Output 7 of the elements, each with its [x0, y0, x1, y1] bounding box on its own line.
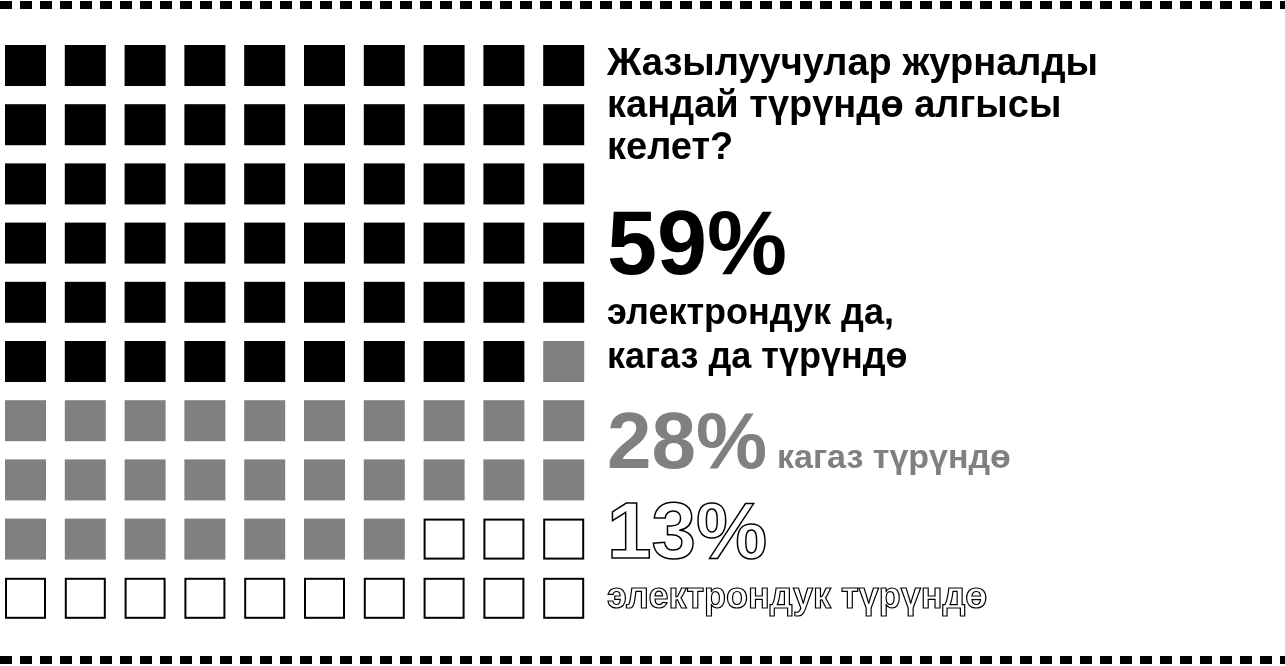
data-label: 13%	[607, 486, 768, 575]
category-label: электрондук түрүндө	[607, 575, 988, 616]
data-label: 28%	[607, 396, 768, 485]
text: Жазылуучулар журналды кандай түрүндө алгысы келет?	[606, 41, 1098, 167]
category-label: электрондук да, кагаз да түрүндө	[607, 291, 908, 376]
data-label: 59%	[607, 193, 788, 293]
category-label: кагаз түрүндө	[777, 437, 1011, 475]
